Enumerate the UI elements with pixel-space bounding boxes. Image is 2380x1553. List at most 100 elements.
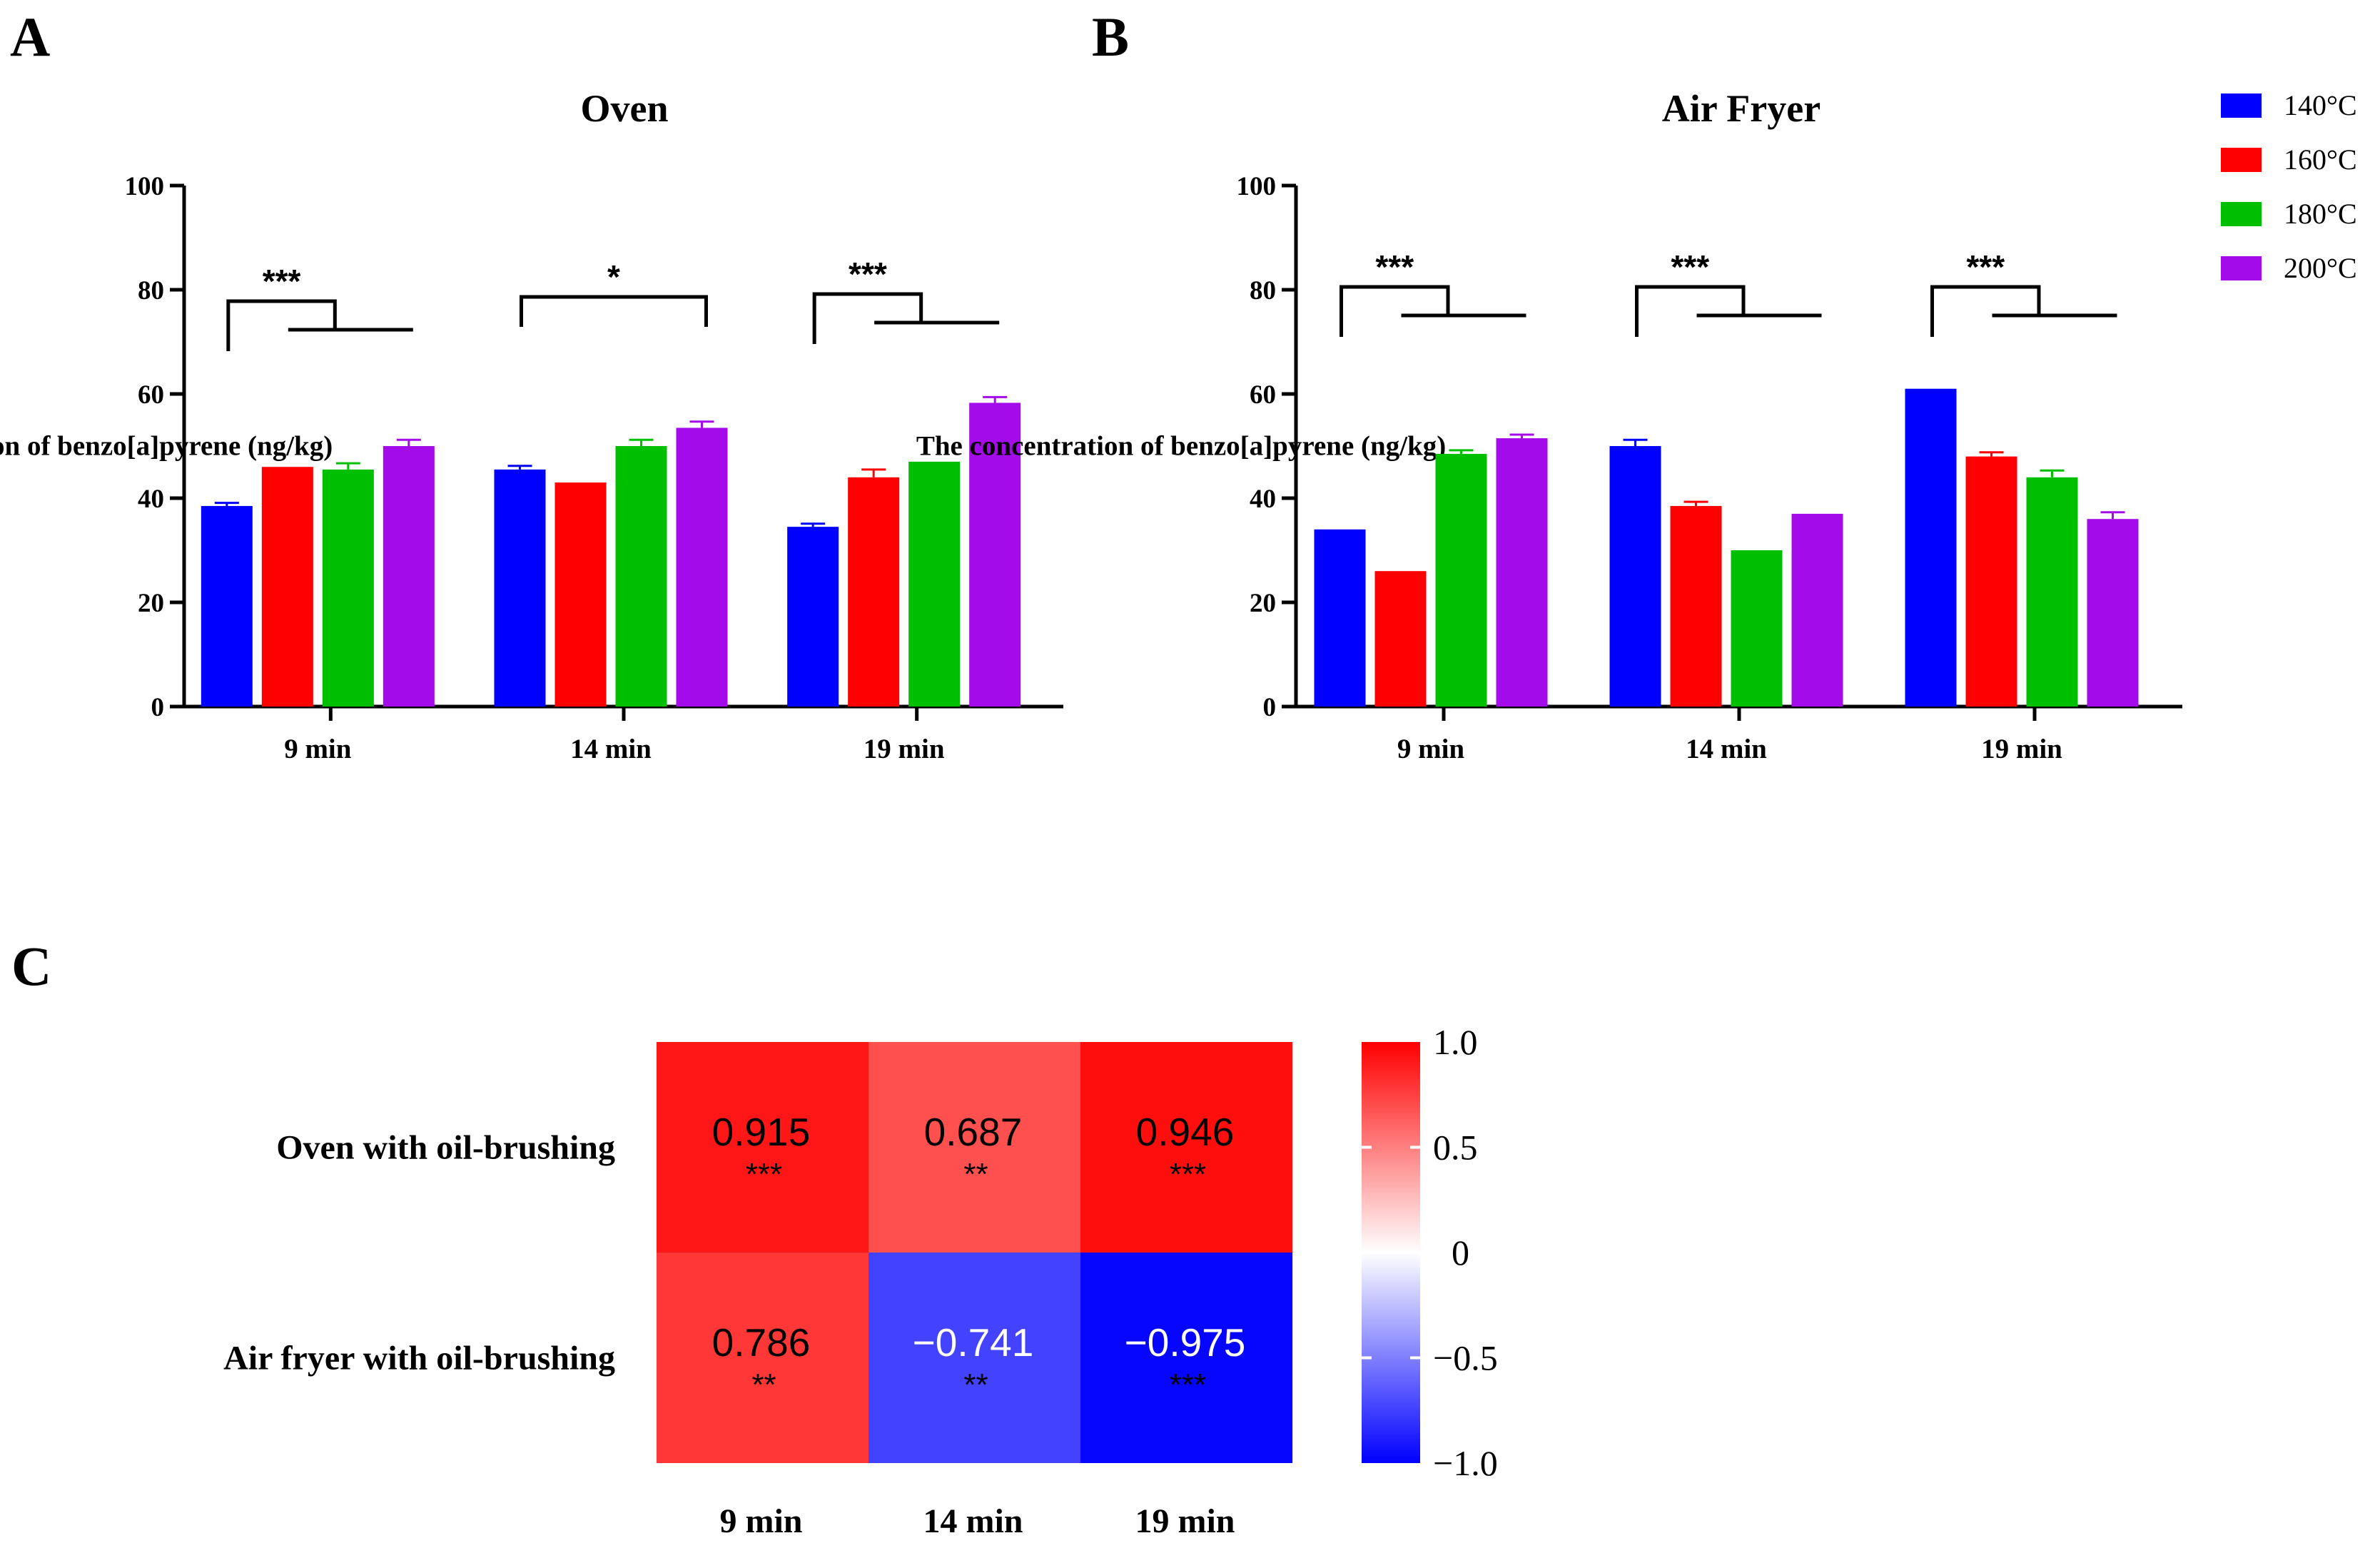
bar-160°C-9 min [1374,571,1427,707]
significance-label: *** [263,263,301,300]
legend-swatch-4 [2221,256,2262,280]
bar-200°C-9 min [383,446,435,707]
colorbar-tick-label: −0.5 [1433,1338,1498,1378]
heatmap-cell-significance: *** [1170,1157,1206,1192]
bar-180°C-9 min [322,469,374,707]
significance-label: * [607,258,620,295]
y-tick-label: 40 [1250,485,1276,514]
significance-label: *** [1966,248,2005,285]
significance-bracket [812,292,923,344]
y-tick-label: 0 [151,693,165,722]
y-tick-label: 100 [1237,172,1277,201]
legend-swatch-3 [2221,202,2262,226]
y-tick-label: 60 [138,380,164,410]
bar-140°C-9 min [201,505,253,707]
y-tick-label: 100 [125,172,165,201]
panel-letter-a: A [10,6,50,68]
heatmap-cell [869,1042,1080,1253]
heatmap-cell-value: 0.786 [712,1320,811,1365]
bar-160°C-19 min [1965,456,2017,707]
legend-label-3: 180°C [2284,198,2357,230]
correlation-heatmap: Oven with oil-brushing 0.915***0.687**0.9… [223,1022,1498,1540]
heatmap-cell [1080,1042,1292,1253]
bar-140°C-14 min [494,469,546,707]
bar-180°C-14 min [1731,550,1783,707]
bar-200°C-19 min [2087,519,2139,707]
y-tick-label: 20 [1250,589,1276,618]
y-tick-label: 0 [1263,693,1277,722]
heatmap-row-label: Air fryer with oil-brushing [223,1340,615,1377]
colorbar-tick-label: 0.5 [1433,1128,1478,1168]
panel-letter-c: C [11,935,51,997]
legend: 140°C 160°C 180°C 200°C [2221,89,2357,284]
y-tick-label: 20 [138,589,164,618]
y-tick-label: 40 [138,485,164,514]
y-tick-label: 60 [1250,380,1276,410]
bar-180°C-19 min [908,461,961,707]
legend-swatch-1 [2221,93,2262,118]
heatmap-cell-value: 0.915 [712,1110,811,1154]
significance-label: *** [1671,248,1709,285]
y-axis-title: The concentration of benzo[a]pyrene (ng/… [916,431,1446,462]
heatmap-cell [657,1042,869,1253]
panel-letter-b: B [1092,6,1129,68]
significance-label: *** [1375,248,1414,285]
bar-140°C-9 min [1314,529,1366,707]
heatmap-cell-significance: ** [963,1367,988,1402]
significance-bracket [1635,285,1746,337]
bar-200°C-19 min [969,403,1021,707]
bar-200°C-14 min [676,428,728,707]
x-tick-label: 14 min [1686,734,1767,764]
heatmap-column-label: 14 min [923,1502,1023,1540]
bar-140°C-14 min [1609,446,1661,707]
heatmap-cell-significance: ** [963,1157,988,1192]
significance-label: *** [849,256,887,293]
heatmap-cell-value: −0.975 [1125,1320,1246,1365]
bar-140°C-19 min [787,527,839,707]
significance-bracket [520,295,708,327]
x-tick-label: 9 min [1397,734,1465,764]
bar-180°C-14 min [615,446,667,707]
significance-bracket [1340,285,1450,337]
heatmap-cell [657,1253,869,1463]
y-axis-title: The concentration of benzo[a]pyrene (ng/… [0,431,333,462]
heatmap-cell-value: 0.687 [924,1110,1023,1154]
x-tick-label: 14 min [570,734,652,764]
bar-200°C-9 min [1496,438,1548,707]
colorbar-tick-label: −1.0 [1433,1443,1498,1483]
bar-180°C-19 min [2026,477,2078,707]
significance-bracket [226,299,337,351]
oven-bar-chart: Oven The concentration of benzo[a]pyrene … [0,87,1063,764]
bar-160°C-14 min [1670,505,1722,707]
heatmap-column-label: 19 min [1135,1502,1235,1540]
y-tick-label: 80 [1250,276,1276,305]
colorbar-tick-label: 1.0 [1433,1022,1478,1062]
legend-label-4: 200°C [2284,252,2357,284]
heatmap-row-label: Oven with oil-brushing [276,1129,615,1167]
legend-label-2: 160°C [2284,143,2357,176]
legend-swatch-2 [2221,148,2262,172]
heatmap-column-label: 9 min [719,1502,802,1540]
x-tick-label: 9 min [284,734,352,764]
heatmap-cell [1080,1253,1292,1463]
heatmap-cell-significance: *** [1170,1367,1206,1402]
x-tick-label: 19 min [1981,734,2062,764]
significance-bracket [1930,285,2041,337]
x-tick-label: 19 min [864,734,945,764]
heatmap-cell-significance: *** [746,1157,782,1192]
air-fryer-bar-chart: Air Fryer The concentration of benzo[a]py… [916,87,2182,764]
colorbar-tick-label: 0 [1452,1233,1469,1273]
bar-200°C-14 min [1791,513,1843,707]
bar-160°C-14 min [555,482,607,707]
bar-140°C-19 min [1905,388,1957,707]
y-tick-label: 80 [138,276,164,305]
chart-title: Oven [580,87,668,130]
legend-label-1: 140°C [2284,89,2357,121]
heatmap-cell-significance: ** [751,1367,776,1402]
chart-title: Air Fryer [1662,87,1821,130]
heatmap-cell [869,1253,1080,1463]
bar-180°C-9 min [1435,453,1487,707]
heatmap-cell-value: 0.946 [1136,1110,1235,1154]
heatmap-cell-value: −0.741 [913,1320,1034,1365]
